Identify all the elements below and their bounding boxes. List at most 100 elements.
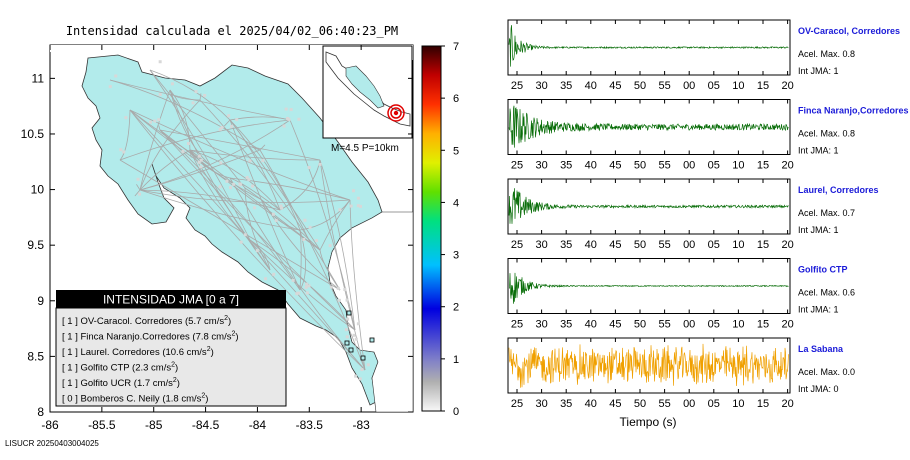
time-tick-label: 20	[781, 398, 793, 410]
station-name: Finca Naranjo,Corredores	[798, 106, 909, 116]
station-name: La Sabana	[798, 344, 844, 354]
station-marker	[360, 355, 366, 361]
x-tick-label: -84.5	[192, 418, 220, 432]
y-tick-label: 11	[32, 71, 45, 85]
time-tick-label: 00	[683, 239, 695, 251]
time-tick-label: 35	[560, 80, 572, 92]
waveform-trace	[508, 343, 789, 388]
intensity-station: Golfito CTP (2.3 cm/s	[80, 363, 171, 374]
x-tick-label: -83.5	[296, 418, 324, 432]
time-tick-label: 05	[708, 160, 720, 172]
time-tick-label: 30	[535, 239, 547, 251]
time-tick-label: 00	[683, 80, 695, 92]
time-tick-label: 30	[535, 80, 547, 92]
station-name: Laurel, Corredores	[798, 185, 879, 195]
time-tick-label: 35	[560, 398, 572, 410]
intensity-station: Laurel. Corredores (10.6 cm/s	[80, 347, 206, 358]
waveform-trace	[508, 188, 789, 224]
acel-max-label: Acel. Max. 0.8	[798, 129, 855, 139]
colorbar-tick-label: 6	[453, 93, 459, 105]
town-markers	[108, 60, 370, 381]
int-jma-label: Int JMA: 1	[798, 225, 839, 235]
x-tick-label: -85	[145, 418, 163, 432]
colorbar	[421, 45, 442, 412]
intensity-station: Bomberos C. Neily (1.8 cm/s	[80, 394, 201, 405]
station-marker	[348, 347, 354, 353]
time-tick-label: 20	[781, 319, 793, 331]
unit-exponent: 2	[224, 315, 228, 322]
time-tick-label: 40	[585, 239, 597, 251]
intensity-level: [ 1 ]	[62, 347, 80, 358]
station-marker	[344, 340, 350, 346]
intensity-station: OV-Caracol. Corredores (5.7 cm/s	[80, 316, 224, 327]
map-title: Intensidad calculada el 2025/04/02_06:40…	[66, 24, 398, 38]
time-tick-label: 30	[535, 319, 547, 331]
time-tick-label: 20	[781, 160, 793, 172]
int-jma-label: Int JMA: 1	[798, 305, 839, 315]
map-x-axis: -86 -85.5 -85 -84.5 -84 -83.5 -83	[41, 45, 370, 432]
time-tick-label: 45	[609, 319, 621, 331]
waveform-panels: 25 30 35 40 45 50 55 00 05 10 15 20 OV-Caracol, Corr…	[507, 19, 909, 429]
time-tick-label: 55	[658, 160, 670, 172]
int-jma-label: Int JMA: 1	[798, 66, 839, 76]
time-tick-label: 45	[609, 160, 621, 172]
colorbar-tick-label: 7	[453, 41, 459, 53]
time-tick-label: 55	[658, 239, 670, 251]
unit-close: )	[235, 332, 238, 343]
colorbar-tick-label: 1	[453, 354, 459, 366]
intensity-row: [ 1 ] OV-Caracol. Corredores (5.7 cm/s2)	[62, 315, 231, 327]
acel-max-label: Acel. Max. 0.7	[798, 208, 855, 218]
time-tick-label: 00	[683, 398, 695, 410]
time-tick-label: 10	[732, 319, 744, 331]
time-tick-label: 10	[732, 160, 744, 172]
colorbar-tick-label: 4	[453, 197, 459, 209]
intensity-row: [ 1 ] Golfito CTP (2.3 cm/s2)	[62, 362, 178, 374]
time-tick-label: 20	[781, 80, 793, 92]
intensity-row: [ 1 ] Finca Naranjo.Corredores (7.8 cm/s…	[62, 331, 239, 343]
int-jma-label: Int JMA: 1	[798, 146, 839, 156]
colorbar-tick-label: 3	[453, 250, 459, 262]
intensity-legend-box: INTENSIDAD JMA [0 a 7] [ 1 ] OV-Caracol.…	[55, 290, 287, 407]
time-tick-label: 05	[708, 319, 720, 331]
intensity-box-header: INTENSIDAD JMA [0 a 7]	[103, 293, 239, 307]
x-tick-label: -84	[249, 418, 267, 432]
acel-max-label: Acel. Max. 0.0	[798, 367, 855, 377]
y-tick-label: 10	[31, 183, 45, 197]
y-tick-label: 9	[37, 294, 44, 308]
map-y-axis: 8 8.5 9 9.5 10 10.5 11	[21, 71, 413, 419]
unit-close: )	[211, 347, 214, 358]
nicaragua-border-area	[50, 45, 413, 66]
time-axis-label: Tiempo (s)	[620, 415, 677, 429]
unit-close: )	[177, 378, 180, 389]
colorbar-tick-label: 2	[453, 302, 459, 314]
unit-close: )	[205, 394, 208, 405]
station-marker	[346, 310, 352, 316]
x-tick-label: -83	[352, 418, 370, 432]
y-tick-label: 10.5	[21, 127, 45, 141]
time-tick-label: 25	[511, 239, 523, 251]
waveform-trace	[509, 272, 789, 304]
road-network	[109, 69, 366, 371]
time-tick-label: 00	[683, 319, 695, 331]
time-tick-label: 35	[560, 319, 572, 331]
time-tick-label: 55	[658, 319, 670, 331]
time-tick-label: 15	[757, 398, 769, 410]
time-tick-label: 10	[732, 398, 744, 410]
time-tick-label: 50	[634, 398, 646, 410]
inset-label: M=4.5 P=10km	[331, 143, 399, 154]
time-tick-label: 25	[511, 319, 523, 331]
time-tick-label: 25	[511, 80, 523, 92]
time-tick-label: 15	[757, 319, 769, 331]
time-tick-label: 10	[732, 239, 744, 251]
int-jma-label: Int JMA: 0	[798, 384, 839, 394]
time-tick-label: 30	[535, 160, 547, 172]
colorbar-tick-label: 0	[453, 406, 459, 418]
waveform-panel: 25 30 35 40 45 50 55 00 05 10 15 20 Golfito CTP Acel.…	[507, 258, 855, 331]
time-tick-label: 25	[511, 398, 523, 410]
intensity-level: [ 1 ]	[62, 316, 80, 327]
intensity-level: [ 1 ]	[62, 378, 80, 389]
time-tick-label: 35	[560, 239, 572, 251]
time-tick-label: 15	[757, 80, 769, 92]
time-tick-label: 40	[585, 80, 597, 92]
time-tick-label: 50	[634, 160, 646, 172]
